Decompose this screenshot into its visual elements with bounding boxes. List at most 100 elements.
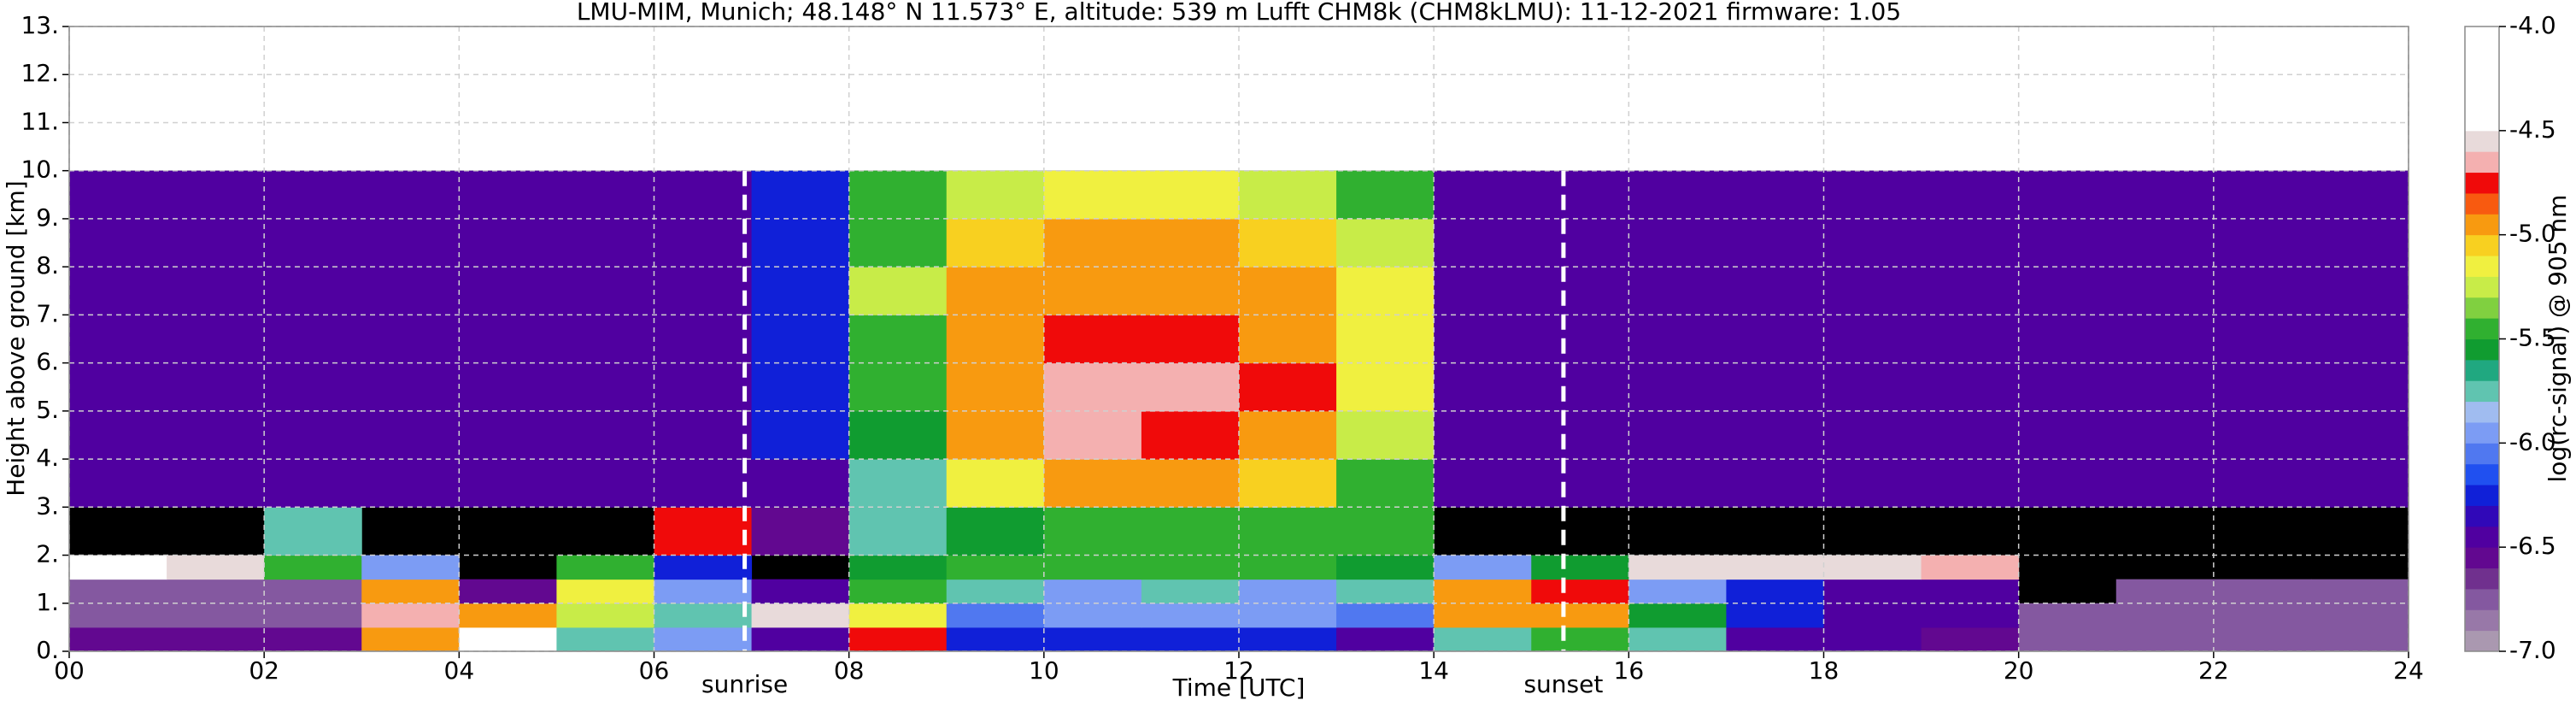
heatmap-cell	[264, 362, 362, 412]
heatmap-cell	[1921, 362, 2020, 412]
y-tick-label: 7.	[36, 299, 59, 327]
heatmap-cell	[1141, 362, 1240, 412]
heatmap-cell	[848, 362, 948, 412]
y-tick-label: 1.	[36, 588, 59, 616]
heatmap-cell	[459, 603, 557, 628]
y-tick-label: 11.	[21, 107, 59, 135]
y-tick-label: 4.	[36, 444, 59, 472]
heatmap-cell	[361, 410, 460, 460]
colorbar-segment	[2465, 318, 2499, 339]
heatmap-cell	[1336, 603, 1435, 628]
heatmap-cell	[459, 410, 557, 460]
y-tick-label: 13.	[21, 11, 59, 39]
heatmap-cell	[654, 579, 753, 604]
y-tick-label: 12.	[21, 59, 59, 87]
heatmap-cell	[1141, 315, 1240, 364]
x-tick-label: 12	[1223, 656, 1254, 685]
x-tick-label: 20	[2004, 656, 2034, 685]
x-tick-label: 24	[2393, 656, 2424, 685]
heatmap-cell	[751, 410, 850, 460]
heatmap-cell	[1628, 315, 1727, 364]
heatmap-cell	[1531, 459, 1629, 508]
heatmap-cell	[264, 627, 362, 652]
heatmap-cell	[556, 315, 654, 364]
heatmap-cell	[1531, 627, 1629, 652]
heatmap-cell	[1043, 267, 1142, 315]
heatmap-cell	[1531, 218, 1629, 268]
heatmap-cell	[1141, 170, 1240, 220]
x-tick-label: 14	[1418, 656, 1449, 685]
heatmap-cell	[1043, 218, 1142, 268]
heatmap-cell	[69, 603, 167, 628]
heatmap-cell	[1141, 603, 1240, 628]
heatmap-cell	[1823, 410, 1922, 460]
heatmap-cell	[946, 267, 1045, 315]
heatmap-cell	[1531, 267, 1629, 315]
heatmap-cell	[1336, 410, 1435, 460]
heatmap-cell	[1921, 603, 2020, 628]
heatmap-cell	[556, 627, 654, 652]
heatmap-cell	[2213, 579, 2312, 604]
heatmap-cell	[1239, 362, 1337, 412]
heatmap-cell	[2213, 362, 2312, 412]
heatmap-cell	[2310, 267, 2409, 315]
heatmap-cell	[459, 170, 557, 220]
y-tick-label: 2.	[36, 540, 59, 568]
heatmap-cell	[2115, 362, 2215, 412]
heatmap-cell	[1239, 603, 1337, 628]
colorbar-tick-label: -4.5	[2509, 115, 2556, 144]
heatmap-cell	[1434, 459, 1532, 508]
colorbar-segment	[2465, 568, 2499, 590]
heatmap-cell	[848, 459, 948, 508]
colorbar-segment	[2465, 609, 2499, 632]
heatmap-cell	[361, 579, 460, 604]
heatmap-cell	[946, 410, 1045, 460]
heatmap-cell	[1628, 410, 1727, 460]
heatmap-cell	[1628, 627, 1727, 652]
colorbar-segment	[2465, 276, 2499, 298]
heatmap-cell	[167, 362, 265, 412]
heatmap-cell	[459, 315, 557, 364]
heatmap-cell	[1823, 362, 1922, 412]
heatmap-cell	[1921, 170, 2020, 220]
colorbar-segment	[2465, 401, 2499, 423]
heatmap-cell	[1823, 267, 1922, 315]
heatmap-cell	[2115, 459, 2215, 508]
y-tick-label: 6.	[36, 348, 59, 376]
x-tick-label: 04	[444, 656, 475, 685]
colorbar-segment	[2465, 485, 2499, 506]
colorbar-segment	[2465, 68, 2499, 90]
heatmap-cell	[1921, 459, 2020, 508]
heatmap-cell	[1141, 627, 1240, 652]
heatmap-cell	[459, 627, 557, 652]
heatmap-cell	[1043, 170, 1142, 220]
heatmap-cell	[556, 218, 654, 268]
colorbar-segment	[2465, 172, 2499, 194]
heatmap-cell	[2310, 459, 2409, 508]
colorbar-tick-label: -6.5	[2509, 532, 2556, 560]
heatmap-cell	[946, 627, 1045, 652]
heatmap-cell	[2018, 362, 2117, 412]
heatmap-cell	[1434, 315, 1532, 364]
heatmap-cell	[1434, 410, 1532, 460]
heatmap-cell	[459, 267, 557, 315]
heatmap-cell	[1141, 579, 1240, 604]
heatmap-cell	[946, 362, 1045, 412]
heatmap-cell	[1043, 315, 1142, 364]
heatmap-cell	[848, 555, 948, 580]
heatmap-cell	[2115, 218, 2215, 268]
colorbar-segment	[2465, 256, 2499, 277]
heatmap-cell	[361, 170, 460, 220]
heatmap-cell	[1628, 459, 1727, 508]
heatmap-cell	[1336, 507, 1435, 556]
y-tick-label: 9.	[36, 203, 59, 232]
heatmap-cell	[1434, 170, 1532, 220]
heatmap-cell	[1141, 555, 1240, 580]
heatmap-cell	[1239, 218, 1337, 268]
heatmap-cell	[69, 362, 167, 412]
heatmap-cell	[946, 555, 1045, 580]
plot-frame	[68, 26, 2409, 652]
heatmap-cell	[361, 627, 460, 652]
heatmap-cell	[2213, 627, 2312, 652]
